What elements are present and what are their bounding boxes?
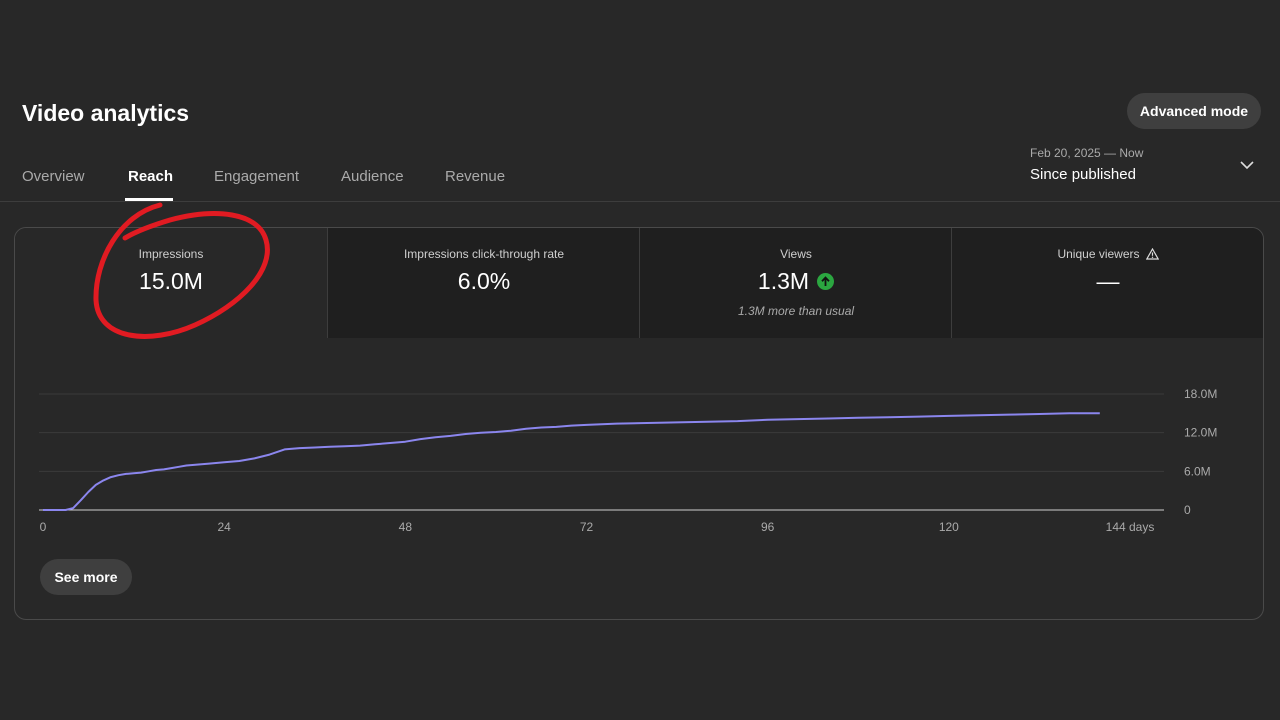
date-range-label: Since published: [1030, 166, 1136, 183]
arrow-up-icon: [817, 273, 835, 290]
x-tick-label: 96: [761, 520, 775, 534]
advanced-mode-button[interactable]: Advanced mode: [1127, 93, 1261, 129]
metric-value: 1.3M: [757, 268, 810, 294]
page-title: Video analytics: [22, 100, 190, 126]
metric-ctr[interactable]: Impressions click-through rate 6.0%: [328, 228, 640, 338]
x-tick-label: 144 days: [1106, 520, 1155, 534]
x-tick-label: 24: [217, 520, 231, 534]
metric-divider: [327, 228, 328, 338]
impressions-chart: 0 6.0M 12.0M 18.0M 0 24 48 72 96 120 144 days: [39, 387, 1217, 534]
reach-card: Impressions 15.0M Impressions click-thro…: [14, 227, 1264, 620]
metric-value: —: [1096, 268, 1120, 294]
x-tick-label: 72: [580, 520, 594, 534]
metric-label: Unique viewers: [1057, 247, 1140, 261]
tab-revenue[interactable]: Revenue: [445, 168, 506, 185]
x-tick-label: 0: [40, 520, 47, 534]
tab-bar: Overview Reach Engagement Audience Reven…: [0, 158, 1280, 203]
metric-divider: [639, 228, 640, 338]
tab-overview[interactable]: Overview: [22, 168, 85, 185]
metric-unique-viewers[interactable]: Unique viewers —: [952, 228, 1263, 338]
tab-reach[interactable]: Reach: [128, 168, 174, 185]
y-tick-label: 18.0M: [1184, 387, 1217, 401]
y-tick-label: 12.0M: [1184, 426, 1217, 440]
see-more-button[interactable]: See more: [40, 559, 132, 595]
metric-label-row: Unique viewers: [952, 247, 1263, 261]
date-range-text: Feb 20, 2025 — Now: [1030, 146, 1144, 160]
x-tick-label: 48: [399, 520, 413, 534]
metric-value: 6.0%: [457, 268, 511, 294]
tab-engagement[interactable]: Engagement: [214, 168, 300, 185]
tabs-divider: [0, 201, 1280, 202]
active-tab-indicator: [125, 198, 173, 201]
metric-divider: [951, 228, 952, 338]
date-range-picker[interactable]: Feb 20, 2025 — Now Since published: [1030, 146, 1262, 188]
metric-views[interactable]: Views 1.3M 1.3M more than usual: [640, 228, 952, 338]
y-tick-label: 6.0M: [1184, 464, 1211, 478]
metric-label: Impressions click-through rate: [403, 247, 565, 261]
metric-label: Views: [780, 247, 812, 261]
metric-note: 1.3M more than usual: [737, 304, 855, 318]
y-tick-label: 0: [1184, 503, 1191, 517]
x-tick-label: 120: [939, 520, 959, 534]
warning-icon[interactable]: [1145, 248, 1159, 260]
impressions-series-line[interactable]: [43, 412, 1100, 511]
chevron-down-icon: [1240, 161, 1254, 170]
tab-audience[interactable]: Audience: [341, 168, 404, 185]
metric-value-row: 1.3M: [640, 268, 952, 295]
